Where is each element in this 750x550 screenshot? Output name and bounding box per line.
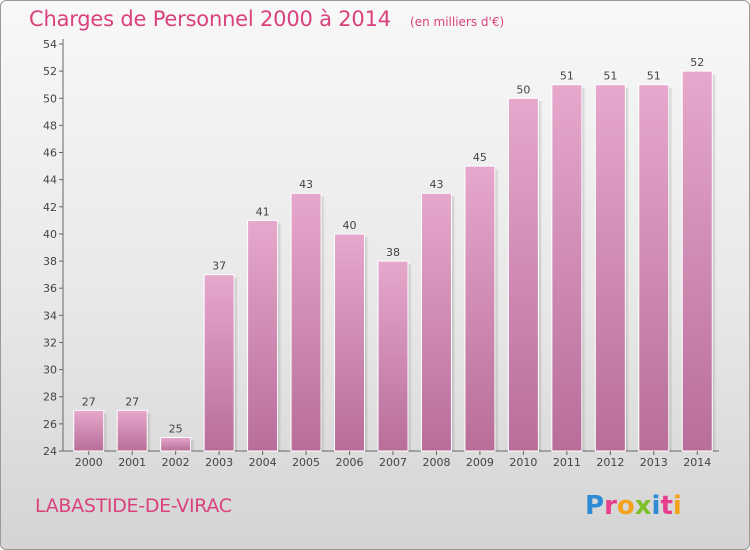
bar-shadow <box>668 87 673 451</box>
bar-shadow <box>234 277 239 451</box>
x-tick-label: 2003 <box>205 456 233 469</box>
bar <box>681 70 713 452</box>
y-tick-label: 38 <box>43 255 57 268</box>
bar <box>334 233 366 452</box>
data-label: 45 <box>473 151 487 164</box>
x-tick-label: 2002 <box>162 456 190 469</box>
y-tick-label: 32 <box>43 336 57 349</box>
bar-shadow <box>190 440 195 451</box>
data-label: 27 <box>125 395 139 408</box>
bar <box>160 436 192 452</box>
bar-shadow <box>277 223 282 451</box>
data-label: 51 <box>647 70 661 83</box>
logo-letter: t <box>660 491 673 521</box>
bar <box>377 260 409 452</box>
x-tick-label: 2011 <box>553 456 581 469</box>
x-tick-label: 2000 <box>75 456 103 469</box>
y-tick-label: 50 <box>43 92 57 105</box>
bar <box>290 192 322 452</box>
x-tick-label: 2008 <box>422 456 450 469</box>
bar <box>73 409 105 452</box>
logo-letter: o <box>616 491 635 521</box>
data-label: 51 <box>603 70 617 83</box>
bar <box>551 84 583 452</box>
x-tick-label: 2009 <box>466 456 494 469</box>
y-tick-label: 28 <box>43 391 57 404</box>
logo-letter: i <box>651 491 661 521</box>
x-tick-label: 2010 <box>509 456 537 469</box>
bar-shadow <box>494 169 499 451</box>
y-tick-label: 36 <box>43 282 57 295</box>
bar-shadow <box>147 413 152 451</box>
chart-title-block: Charges de Personnel 2000 à 2014 (en mil… <box>29 7 504 31</box>
y-tick-label: 34 <box>43 309 57 322</box>
data-label: 37 <box>212 260 226 273</box>
bar-shadow <box>712 74 717 451</box>
x-tick-label: 2014 <box>683 456 711 469</box>
proxiti-logo: Proxiti <box>585 491 682 521</box>
bar <box>203 274 235 452</box>
x-tick-label: 2007 <box>379 456 407 469</box>
bar-shadow <box>538 101 543 452</box>
data-label: 27 <box>82 395 96 408</box>
logo-letter: i <box>672 491 682 521</box>
chart-subtitle: (en milliers d'€) <box>410 15 505 29</box>
y-tick-label: 54 <box>43 38 57 51</box>
x-tick-label: 2005 <box>292 456 320 469</box>
y-tick-label: 42 <box>43 201 57 214</box>
bar-shadow <box>321 196 326 451</box>
y-tick-label: 46 <box>43 147 57 160</box>
y-tick-label: 26 <box>43 418 57 431</box>
y-tick-label: 52 <box>43 65 57 78</box>
logo-letter: P <box>585 491 605 521</box>
y-tick-label: 30 <box>43 364 57 377</box>
x-tick-label: 2004 <box>249 456 277 469</box>
bar-shadow <box>451 196 456 451</box>
data-label: 52 <box>690 56 704 69</box>
y-tick-label: 24 <box>43 445 57 458</box>
y-tick-label: 40 <box>43 228 57 241</box>
bar <box>420 192 452 452</box>
y-tick-label: 48 <box>43 119 57 132</box>
data-label: 43 <box>429 178 443 191</box>
chart-title: Charges de Personnel 2000 à 2014 <box>29 7 391 31</box>
y-tick-label: 44 <box>43 174 57 187</box>
bar <box>594 84 626 452</box>
x-tick-label: 2001 <box>118 456 146 469</box>
bar-shadow <box>408 264 412 451</box>
bar <box>116 409 148 452</box>
bar <box>507 97 539 452</box>
bar-shadow <box>364 236 369 451</box>
bar <box>464 165 496 452</box>
data-label: 50 <box>516 83 530 96</box>
data-label: 40 <box>343 219 357 232</box>
bar-shadow <box>625 87 630 451</box>
logo-letter: r <box>604 491 617 521</box>
logo-letter: x <box>634 491 652 521</box>
data-label: 41 <box>256 205 270 218</box>
commune-name: LABASTIDE-DE-VIRAC <box>35 495 232 517</box>
data-label: 43 <box>299 178 313 191</box>
bar <box>247 219 279 452</box>
x-tick-label: 2006 <box>336 456 364 469</box>
x-tick-label: 2012 <box>596 456 624 469</box>
x-tick-label: 2013 <box>640 456 668 469</box>
data-label: 25 <box>169 422 183 435</box>
bar <box>638 84 670 452</box>
bar-shadow <box>103 413 108 451</box>
data-label: 38 <box>386 246 400 259</box>
bar-shadow <box>581 87 586 451</box>
data-label: 51 <box>560 70 574 83</box>
